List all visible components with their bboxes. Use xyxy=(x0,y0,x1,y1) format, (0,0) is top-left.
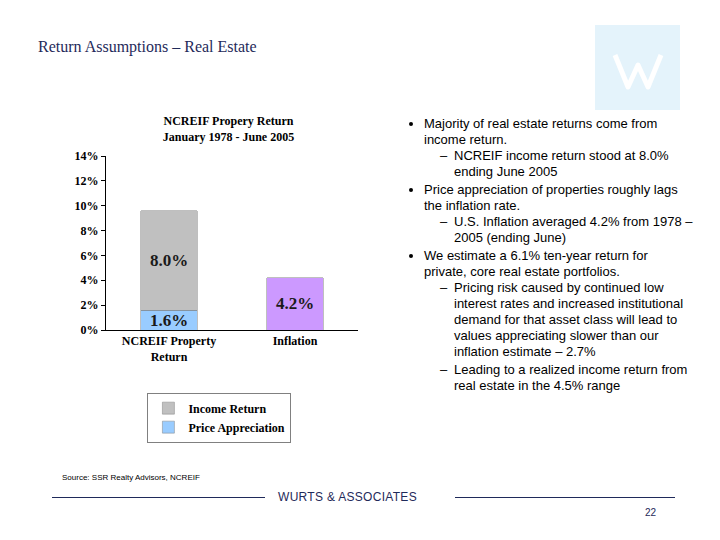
html-text:NCREIF income return stood at: NCREIF income return stood at 8.0% endin… xyxy=(454,148,669,179)
svg-text:1.6%: 1.6% xyxy=(150,311,188,330)
html-text:Price appreciation of properti: Price appreciation of properties roughly… xyxy=(424,182,678,213)
svg-text:NCREIF Propery ReturnJanuary 1: NCREIF Propery ReturnJanuary 1978 - June… xyxy=(163,114,294,144)
svg-text:2%: 2% xyxy=(81,298,99,312)
svg-text:8.0%: 8.0% xyxy=(150,251,188,270)
svg-text:8%: 8% xyxy=(81,224,99,238)
svg-text:Income Return: Income Return xyxy=(188,402,266,416)
html-text:Pricing risk caused by continu: Pricing risk caused by continued low int… xyxy=(454,280,684,359)
svg-text:NCREIF PropertyReturn: NCREIF PropertyReturn xyxy=(122,334,216,364)
svg-text:10%: 10% xyxy=(75,199,99,213)
html-text:U.S. Inflation averaged 4.2% f: U.S. Inflation averaged 4.2% from 1978 –… xyxy=(454,214,693,245)
svg-text:Price Appreciation: Price Appreciation xyxy=(188,421,284,435)
html-text:We estimate a 6.1% ten-year re: We estimate a 6.1% ten-year return for p… xyxy=(424,248,648,279)
html-text:WURTS & ASSOCIATES: WURTS & ASSOCIATES xyxy=(278,490,417,504)
svg-text:6%: 6% xyxy=(81,249,99,263)
svg-text:0%: 0% xyxy=(81,323,99,337)
svg-text:12%: 12% xyxy=(75,174,99,188)
svg-text:Inflation: Inflation xyxy=(273,334,318,348)
html-text:22: 22 xyxy=(645,507,657,518)
html-text:Leading to a realized income r: Leading to a realized income return from… xyxy=(454,362,688,393)
svg-text:14%: 14% xyxy=(75,149,99,163)
html-text:Majority of real estate return: Majority of real estate returns come fro… xyxy=(424,116,658,147)
svg-text:4%: 4% xyxy=(81,273,99,287)
html-text:Source: SSR Realty Advisors, N: Source: SSR Realty Advisors, NCREIF xyxy=(62,473,200,482)
html-text:Return Assumptions – Real Esta: Return Assumptions – Real Estate xyxy=(38,38,257,55)
svg-text:4.2%: 4.2% xyxy=(276,294,314,313)
